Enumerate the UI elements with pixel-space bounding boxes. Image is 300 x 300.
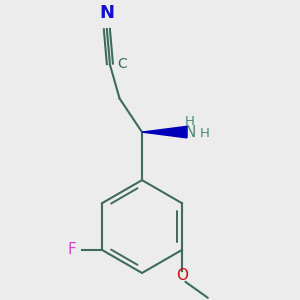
Polygon shape bbox=[142, 126, 187, 138]
Text: N: N bbox=[184, 124, 196, 140]
Text: C: C bbox=[117, 57, 127, 71]
Text: N: N bbox=[99, 4, 114, 22]
Text: O: O bbox=[176, 268, 188, 283]
Text: H: H bbox=[185, 115, 195, 128]
Text: H: H bbox=[200, 127, 209, 140]
Text: F: F bbox=[68, 242, 76, 257]
